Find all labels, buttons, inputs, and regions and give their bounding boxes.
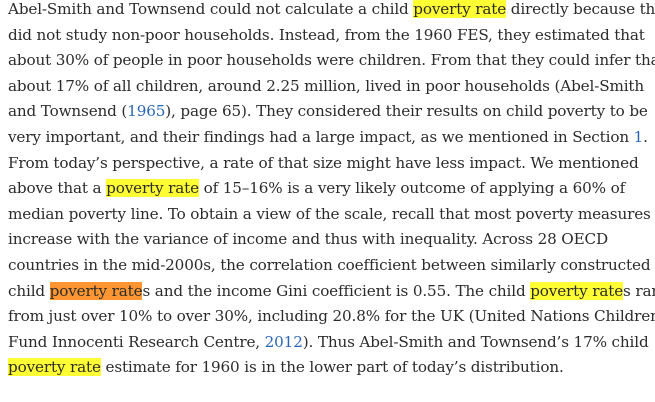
- text-segment: ), page 65). They considered their resul…: [165, 102, 648, 121]
- text-segment: ). Thus Abel-Smith and Townsend’s 17% ch…: [302, 332, 649, 351]
- text-segment: child: [8, 281, 50, 300]
- text-segment: s and the income Gini coefficient is 0.5…: [142, 281, 531, 300]
- text-segment: above that a: [8, 179, 107, 198]
- text-segment: Fund Innocenti Research Centre,: [8, 332, 265, 351]
- text-segment: of 15–16% is a very likely outcome of ap…: [198, 179, 626, 198]
- text-line: about 30% of people in poor households w…: [8, 51, 655, 70]
- text-segment: estimate for 1960 is in the lower part o…: [100, 358, 564, 377]
- text-segment: and Townsend (: [8, 102, 128, 121]
- text-segment: Abel-Smith and Townsend could not calcul…: [8, 0, 414, 18]
- text-line: poverty rate estimate for 1960 is in the…: [8, 355, 648, 381]
- text-segment: very important, and their findings had a…: [8, 127, 634, 146]
- text-segment: directly because they: [510, 0, 655, 18]
- text-line: did not study non-poor households. Inste…: [8, 25, 645, 44]
- citation-link-1965[interactable]: 1965: [127, 102, 166, 121]
- section-link-1[interactable]: 1: [633, 127, 644, 146]
- search-highlight: poverty rate: [413, 0, 507, 18]
- text-line: increase with the variance of income and…: [8, 230, 609, 249]
- text-line: about 17% of all children, around 2.25 m…: [8, 76, 644, 95]
- text-line: Abel-Smith and Townsend could not calcul…: [8, 0, 655, 23]
- text-line: from just over 10% to over 30%, includin…: [8, 307, 655, 326]
- text-line: Fund Innocenti Research Centre, 2012). T…: [8, 330, 649, 356]
- article-paragraph: Abel-Smith and Townsend could not calcul…: [8, 0, 655, 381]
- text-line: median poverty line. To obtain a view of…: [8, 204, 651, 223]
- active-search-highlight: poverty rate: [49, 281, 143, 300]
- text-line: child poverty rates and the income Gini …: [8, 279, 655, 305]
- text-line: From today’s perspective, a rate of that…: [8, 153, 639, 172]
- text-line: and Townsend (1965), page 65). They cons…: [8, 99, 648, 125]
- citation-link-2012[interactable]: 2012: [264, 332, 303, 351]
- text-segment: s range: [623, 281, 655, 300]
- text-line: very important, and their findings had a…: [8, 125, 648, 151]
- search-highlight: poverty rate: [106, 179, 199, 198]
- text-segment: .: [643, 127, 648, 146]
- text-line: above that a poverty rate of 15–16% is a…: [8, 176, 648, 202]
- search-highlight: poverty rate: [8, 358, 101, 377]
- search-highlight: poverty rate: [530, 281, 624, 300]
- text-line: countries in the mid-2000s, the correlat…: [8, 255, 651, 274]
